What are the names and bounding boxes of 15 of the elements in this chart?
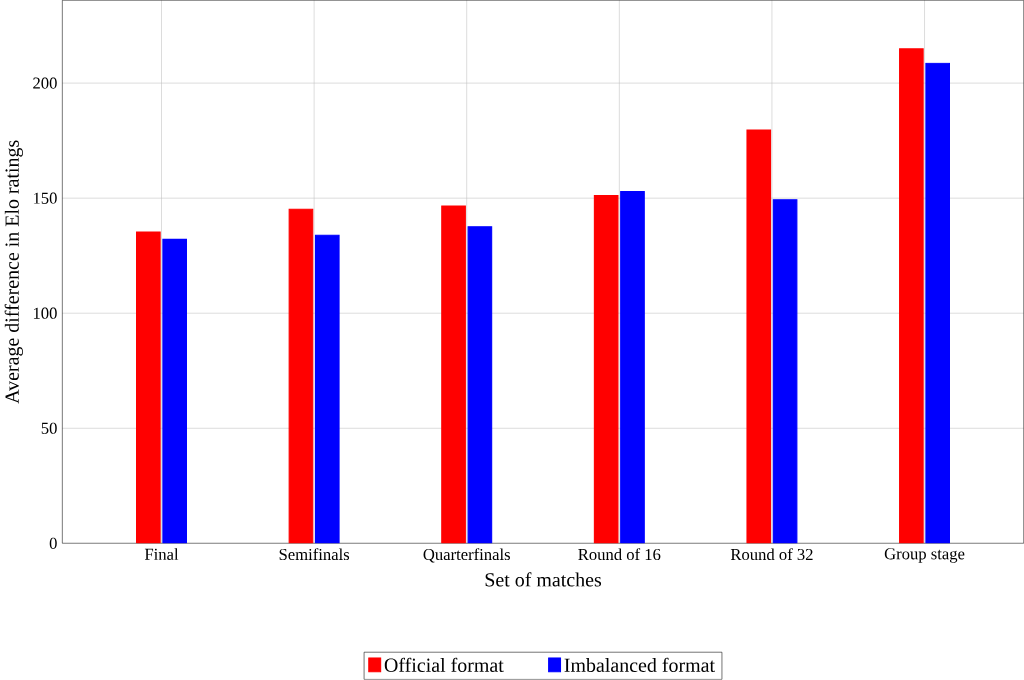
x-tick-label: Semifinals [279,548,350,561]
y-tick-label: 0 [49,537,57,550]
y-tick-label: 100 [33,307,57,319]
y-axis-title: Average difference in Elo ratings [4,140,23,404]
y-tick-label: 150 [33,192,57,204]
x-tick-label: Final [144,548,179,561]
x-tick-label: Round of 32 [730,548,813,561]
x-tick-label: Round of 16 [578,548,661,561]
y-tick-label: 50 [41,422,57,435]
y-tick-label: 200 [33,77,57,89]
legend-label: Imbalanced format [564,657,715,673]
x-tick-label: Quarterfinals [423,548,510,563]
legend-label: Official format [384,657,504,673]
x-tick-label: Group stage [884,548,965,563]
x-axis-title: Set of matches [485,572,602,587]
